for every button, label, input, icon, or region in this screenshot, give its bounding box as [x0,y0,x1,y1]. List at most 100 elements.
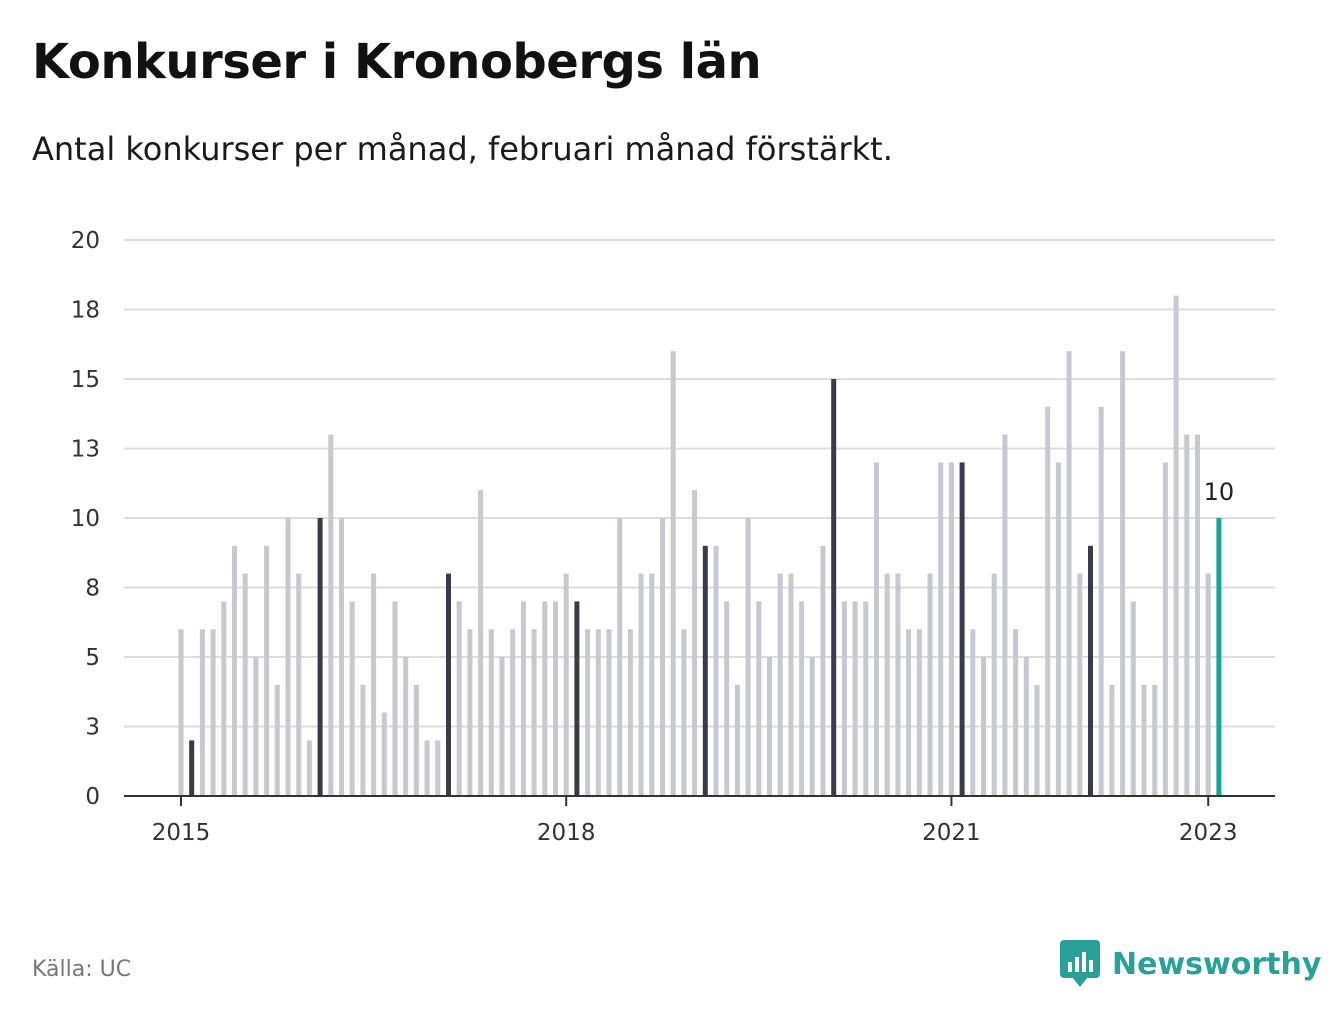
bar [1055,462,1061,796]
bar [627,629,633,796]
bar [767,657,772,796]
bar [799,601,805,796]
bar [884,573,890,796]
bar [820,545,826,796]
y-tick-label: 0 [85,784,100,810]
bar [981,657,986,796]
bar [520,601,526,796]
y-tick-label: 15 [71,367,100,393]
brand-logo: Newsworthy [1060,940,1321,988]
bar [617,518,623,796]
bar [1045,406,1051,796]
bar [446,573,451,796]
bar [1162,462,1168,796]
bar [938,462,944,796]
bar [210,629,216,796]
x-tick-label: 2018 [537,820,596,846]
bar [1088,545,1093,796]
bar [638,573,644,796]
bar [692,490,698,796]
bar [435,740,441,796]
bar [1098,406,1104,796]
bar [606,629,612,796]
y-tick-label: 3 [85,715,100,741]
bar [1173,295,1179,796]
latest-value-label: 10 [1204,478,1235,506]
y-tick-label: 5 [85,645,100,671]
source-note: Källa: UC [32,957,132,982]
bar [199,629,205,796]
bar [306,740,312,796]
bar [756,601,762,796]
bar [360,684,366,796]
bar [1120,351,1126,796]
bar [317,518,323,796]
bar [488,629,494,796]
bar [1141,684,1147,796]
bar [916,629,922,796]
bar [242,573,248,796]
bar [702,545,708,796]
bar [1002,434,1008,796]
bar [574,601,580,796]
bar [1130,601,1136,796]
bar [1023,657,1029,796]
bar [221,601,227,796]
bar [553,601,558,796]
bar [1034,684,1040,796]
bar [713,545,719,796]
chart-bubble-icon [1060,940,1100,987]
bar [970,629,976,796]
bar [788,573,794,796]
bar [189,740,195,796]
bar [424,740,430,796]
bar [1077,573,1083,796]
bar [392,601,398,796]
bar [1152,684,1158,796]
bar [959,462,965,796]
bar [852,601,858,796]
x-tick-label: 2023 [1179,820,1238,846]
bar [456,601,462,796]
bar [371,573,377,796]
bar [542,601,548,796]
bar [563,573,569,796]
bar [510,629,516,796]
bar [531,629,537,796]
bar [1195,434,1200,796]
y-tick-label: 8 [85,576,100,602]
bar [232,545,237,796]
bar [1109,684,1115,796]
bar [595,629,601,796]
y-tick-label: 18 [71,298,100,324]
bar [1184,434,1190,796]
x-tick-label: 2015 [152,820,211,846]
bar [831,379,837,796]
chart-title: Konkurser i Kronobergs län [32,34,762,90]
bar [895,573,901,796]
bar [349,601,355,796]
bar [328,434,334,796]
bars [178,295,1222,796]
bar [413,684,419,796]
y-axis-ticks: 0 3 5 8 10 13 15 18 20 [71,228,100,810]
grid-lines [124,239,1275,728]
bar [841,601,847,796]
bar [809,657,815,796]
brand-name: Newsworthy [1112,946,1322,982]
bar [734,684,740,796]
bar [863,601,869,796]
bar [681,629,687,796]
chart-subtitle: Antal konkurser per månad, februari måna… [32,130,893,168]
bar [1216,518,1222,796]
bar [948,462,954,796]
bar [285,518,291,796]
bar [1066,351,1072,796]
bar [467,629,473,796]
x-tick-label: 2021 [922,820,981,846]
bar [381,712,387,796]
bar [296,573,302,796]
bar [724,601,730,796]
bar [1205,573,1211,796]
